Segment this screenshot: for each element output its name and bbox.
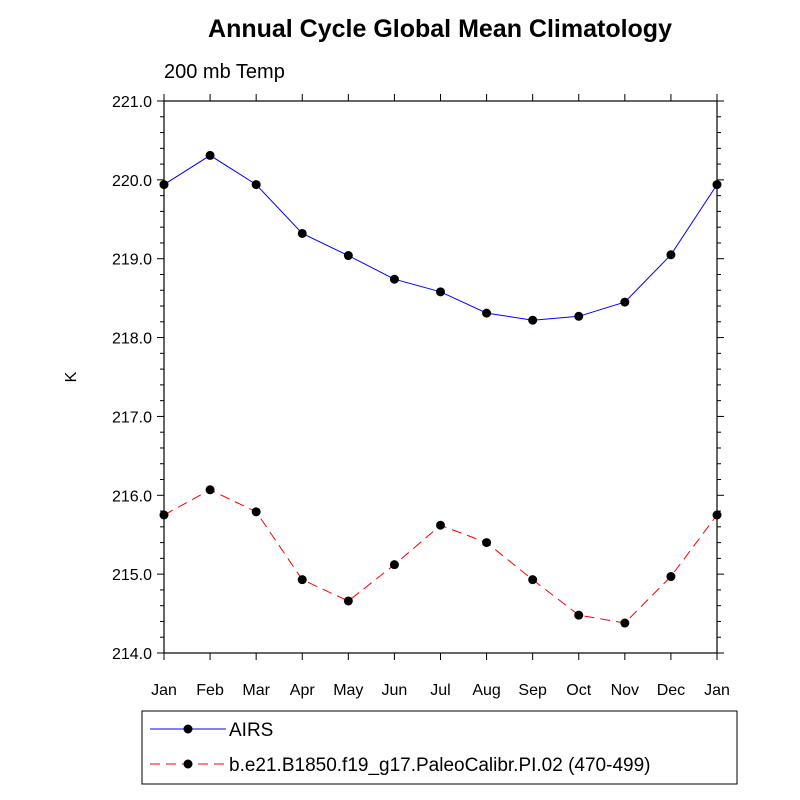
- legend: AIRS b.e21.B1850.f19_g17.PaleoCalibr.PI.…: [141, 710, 738, 785]
- legend-label-model: b.e21.B1850.f19_g17.PaleoCalibr.PI.02 (4…: [229, 755, 650, 776]
- y-tick-label: 221.0: [112, 94, 152, 111]
- x-tick-label: Nov: [611, 682, 639, 699]
- series-line-1: [163, 489, 718, 624]
- y-tick-label: 216.0: [112, 488, 152, 505]
- x-tick-label: Sep: [518, 682, 547, 699]
- series-0-point: [482, 308, 492, 318]
- series-1-point: [712, 510, 722, 520]
- y-tick-label: 215.0: [112, 567, 152, 584]
- series-1-point: [574, 610, 584, 620]
- series-0-point: [666, 250, 676, 260]
- series-1-point: [297, 575, 307, 585]
- series-1-point: [436, 520, 445, 530]
- series-1-point: [343, 596, 353, 606]
- series-1-point: [251, 507, 261, 517]
- x-tick-label: Aug: [472, 682, 500, 699]
- x-tick-label: May: [333, 682, 363, 699]
- y-tick-label: 220.0: [112, 173, 152, 190]
- legend-marker-airs: [183, 724, 193, 734]
- y-axis-label: K: [63, 371, 80, 382]
- series-0-point: [389, 274, 399, 284]
- series-1-point: [528, 575, 538, 585]
- series-0-point: [159, 180, 169, 190]
- y-tick-label: 219.0: [112, 252, 152, 269]
- x-tick-label: Jan: [151, 682, 177, 699]
- legend-box: [141, 710, 738, 785]
- x-tick-label: Jun: [382, 682, 408, 699]
- series-0-point: [574, 311, 584, 321]
- y-tick-label: 217.0: [112, 409, 152, 426]
- series-1-point: [620, 618, 630, 628]
- x-tick-label: Jan: [704, 682, 730, 699]
- legend-label-airs: AIRS: [229, 720, 273, 741]
- x-tick-labels: Jan Feb Mar Apr May Jun Jul Aug Sep Oct Nov Dec Jan: [151, 682, 730, 699]
- tick-marks: [157, 94, 724, 660]
- series-1-point: [159, 510, 169, 520]
- legend-marker-model: [183, 759, 193, 769]
- y-tick-label: 218.0: [112, 331, 152, 348]
- series-1-point: [389, 560, 399, 570]
- series-0-point: [436, 287, 445, 297]
- series-0-point: [620, 297, 630, 307]
- series-0-point: [251, 180, 261, 190]
- series-0-point: [528, 315, 538, 325]
- plot-frame: [163, 100, 718, 654]
- series-0-point: [205, 150, 215, 160]
- x-tick-label: Oct: [566, 682, 591, 699]
- series-1-point: [205, 485, 215, 495]
- x-tick-label: Feb: [196, 682, 224, 699]
- x-tick-label: Mar: [242, 682, 270, 699]
- series-layer: [159, 150, 722, 628]
- series-0-point: [712, 180, 722, 190]
- series-0-point: [343, 251, 353, 261]
- x-tick-label: Dec: [657, 682, 685, 699]
- chart-title: Annual Cycle Global Mean Climatology: [208, 15, 672, 43]
- series-0-point: [297, 228, 307, 238]
- x-tick-label: Jul: [430, 682, 450, 699]
- series-1-point: [666, 572, 676, 582]
- x-tick-label: Apr: [290, 682, 316, 699]
- y-tick-labels: 214.0 215.0 216.0 217.0 218.0 219.0 220.0 221.0: [112, 94, 152, 663]
- y-tick-label: 214.0: [112, 646, 152, 663]
- chart-subtitle: 200 mb Temp: [164, 61, 285, 83]
- series-1-point: [482, 538, 492, 548]
